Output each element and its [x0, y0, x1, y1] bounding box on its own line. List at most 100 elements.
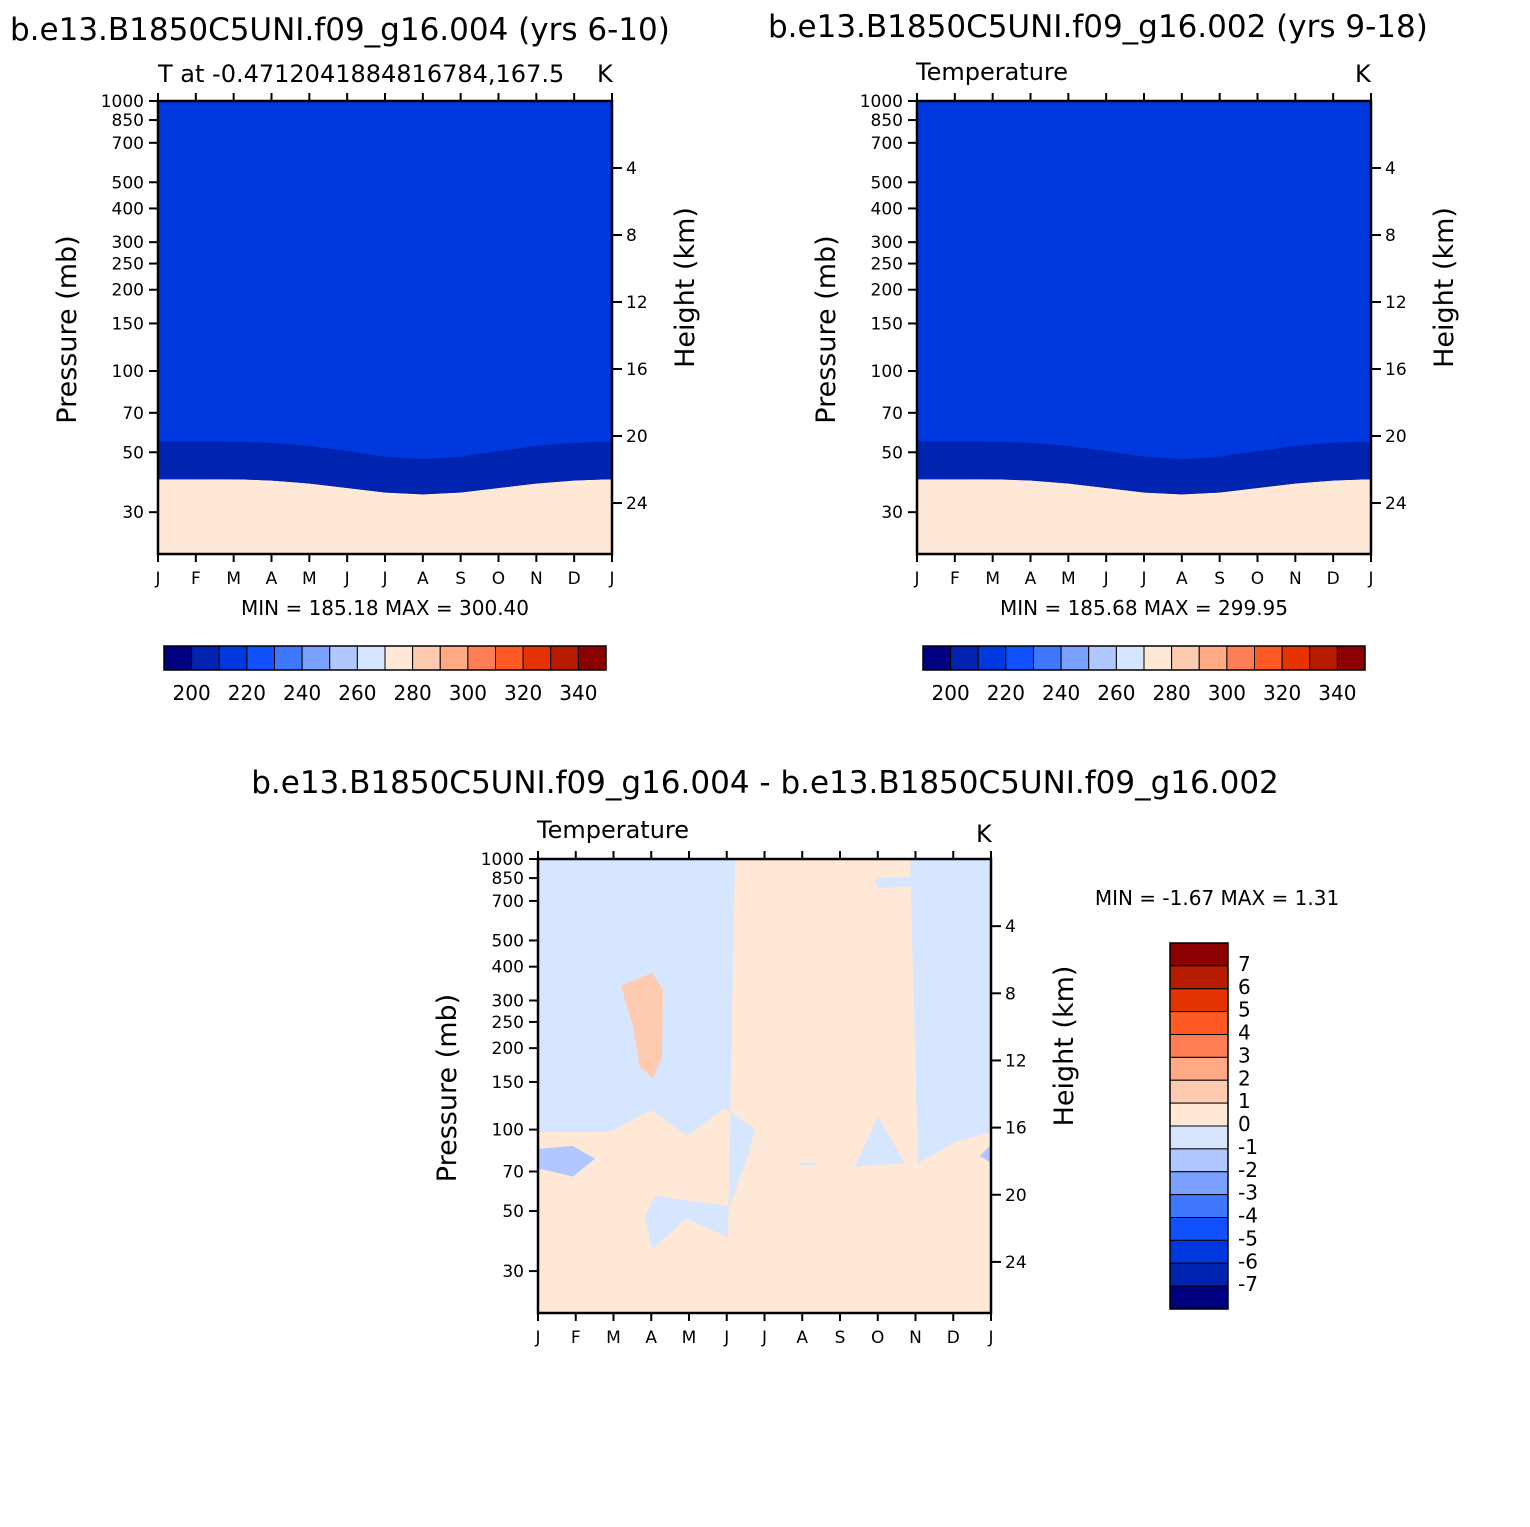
colorbar-swatch — [439, 645, 469, 671]
x-tick-label: J — [1367, 569, 1373, 589]
y-tick-label: 850 — [492, 869, 524, 889]
x-tick-label: D — [568, 569, 581, 589]
y-tick-label: 300 — [871, 233, 903, 253]
colorbar-swatch — [522, 645, 552, 671]
x-tick-label: M — [985, 569, 1000, 589]
colorbar-swatch — [922, 645, 952, 671]
x-tick-label: J — [154, 569, 160, 589]
x-tick-label: N — [530, 569, 543, 589]
colorbar-swatch — [1169, 988, 1229, 1013]
y2-tick-label: 24 — [626, 494, 648, 514]
y-tick-label: 400 — [492, 958, 524, 978]
colorbar-label: 0 — [1238, 1112, 1251, 1136]
y-tick-label: 850 — [112, 111, 144, 131]
colorbar-swatch — [467, 645, 496, 671]
y2-tick-label: 20 — [1005, 1186, 1027, 1206]
x-tick-label: M — [302, 569, 317, 589]
y-tick-label: 100 — [492, 1121, 524, 1141]
y-axis-label: Pressure (mb) — [432, 994, 463, 1182]
y-tick-label: 700 — [871, 134, 903, 154]
colorbar-swatch — [356, 645, 386, 671]
y-tick-label: 200 — [492, 1039, 524, 1059]
colorbar-swatch — [1169, 1125, 1229, 1150]
colorbar-swatch — [218, 645, 248, 671]
y-tick-label: 150 — [112, 314, 144, 334]
y-tick-label: 150 — [492, 1073, 524, 1093]
y-tick-label: 70 — [881, 404, 903, 424]
colorbar-label: 340 — [1318, 681, 1356, 705]
x-tick-label: O — [1251, 569, 1264, 589]
colorbar-swatch — [1309, 645, 1338, 671]
colorbar-label: -4 — [1238, 1204, 1258, 1228]
colorbar-swatch — [191, 645, 220, 671]
y2-axis-label: Height (km) — [670, 207, 701, 368]
panel3-units: K — [976, 820, 993, 848]
x-tick-label: J — [723, 1328, 729, 1348]
colorbar-label: 280 — [1153, 681, 1191, 705]
negative-region-2 — [980, 1144, 991, 1164]
y-tick-label: 850 — [871, 111, 903, 131]
colorbar-swatch — [1005, 645, 1034, 671]
y2-tick-label: 12 — [626, 293, 648, 313]
x-tick-label: S — [835, 1328, 846, 1348]
colorbar-swatch — [1115, 645, 1145, 671]
y-axis-label: Pressure (mb) — [52, 235, 83, 423]
panel2-colorbar: 200 220 240 260 280 300 320 340 — [922, 645, 1366, 705]
contour-band-top — [917, 101, 1371, 480]
panel2-stats: MIN = 185.68 MAX = 299.95 — [1000, 596, 1288, 620]
negative-region — [874, 876, 955, 889]
panel2-title: b.e13.B1850C5UNI.f09_g16.002 (yrs 9-18) — [768, 9, 1428, 45]
colorbar-label: -3 — [1238, 1181, 1258, 1205]
y-tick-label: 30 — [502, 1262, 524, 1282]
y-tick-label: 700 — [112, 134, 144, 154]
surface-band — [158, 551, 612, 553]
negative-region — [910, 859, 991, 1164]
y-axis-label: Pressure (mb) — [811, 235, 842, 423]
x-tick-label: M — [226, 569, 241, 589]
negative-region — [797, 1161, 820, 1165]
panel1-left-label: T at -0.4712041884816784,167.5 — [157, 60, 564, 88]
colorbar-swatch — [1171, 645, 1200, 671]
colorbar-swatch — [1281, 645, 1311, 671]
colorbar-frame — [922, 645, 1366, 671]
colorbar-label: 320 — [1263, 681, 1301, 705]
x-tick-label: F — [571, 1328, 581, 1348]
colorbar-label: 200 — [932, 681, 970, 705]
colorbar-label: -2 — [1238, 1158, 1258, 1182]
negative-region — [855, 1116, 905, 1167]
colorbar-label: -1 — [1238, 1135, 1258, 1159]
colorbar-swatch — [495, 645, 524, 671]
colorbar-label: 340 — [559, 681, 597, 705]
y-tick-label: 100 — [871, 362, 903, 382]
colorbar-swatch — [274, 645, 303, 671]
negative-region-2 — [538, 1145, 595, 1177]
contour-band — [917, 441, 1371, 495]
positive-region — [621, 972, 663, 1079]
panel3-left-label: Temperature — [536, 816, 689, 844]
colorbar-swatch — [977, 645, 1007, 671]
x-tick-label: J — [534, 1328, 540, 1348]
y-tick-label: 250 — [871, 255, 903, 275]
y2-tick-label: 8 — [626, 226, 637, 246]
y2-tick-label: 4 — [626, 159, 637, 179]
x-tick-label: N — [909, 1328, 922, 1348]
y-tick-label: 50 — [502, 1202, 524, 1222]
colorbar-swatch — [1169, 1079, 1229, 1104]
colorbar-swatch — [1169, 1148, 1229, 1173]
x-tick-label: N — [1289, 569, 1302, 589]
colorbar-swatch — [246, 645, 275, 671]
y2-tick-label: 24 — [1005, 1253, 1027, 1273]
colorbar-label: 2 — [1238, 1066, 1251, 1090]
colorbar-label: 3 — [1238, 1043, 1251, 1067]
colorbar-label: -5 — [1238, 1226, 1258, 1250]
x-tick-label: O — [492, 569, 505, 589]
colorbar-label: 1 — [1238, 1089, 1251, 1113]
y-tick-label: 500 — [871, 173, 903, 193]
y2-tick-label: 12 — [1385, 293, 1407, 313]
panel1-colorbar: 200 220 240 260 280 300 320 340 — [163, 645, 607, 705]
y2-tick-label: 20 — [1385, 427, 1407, 447]
